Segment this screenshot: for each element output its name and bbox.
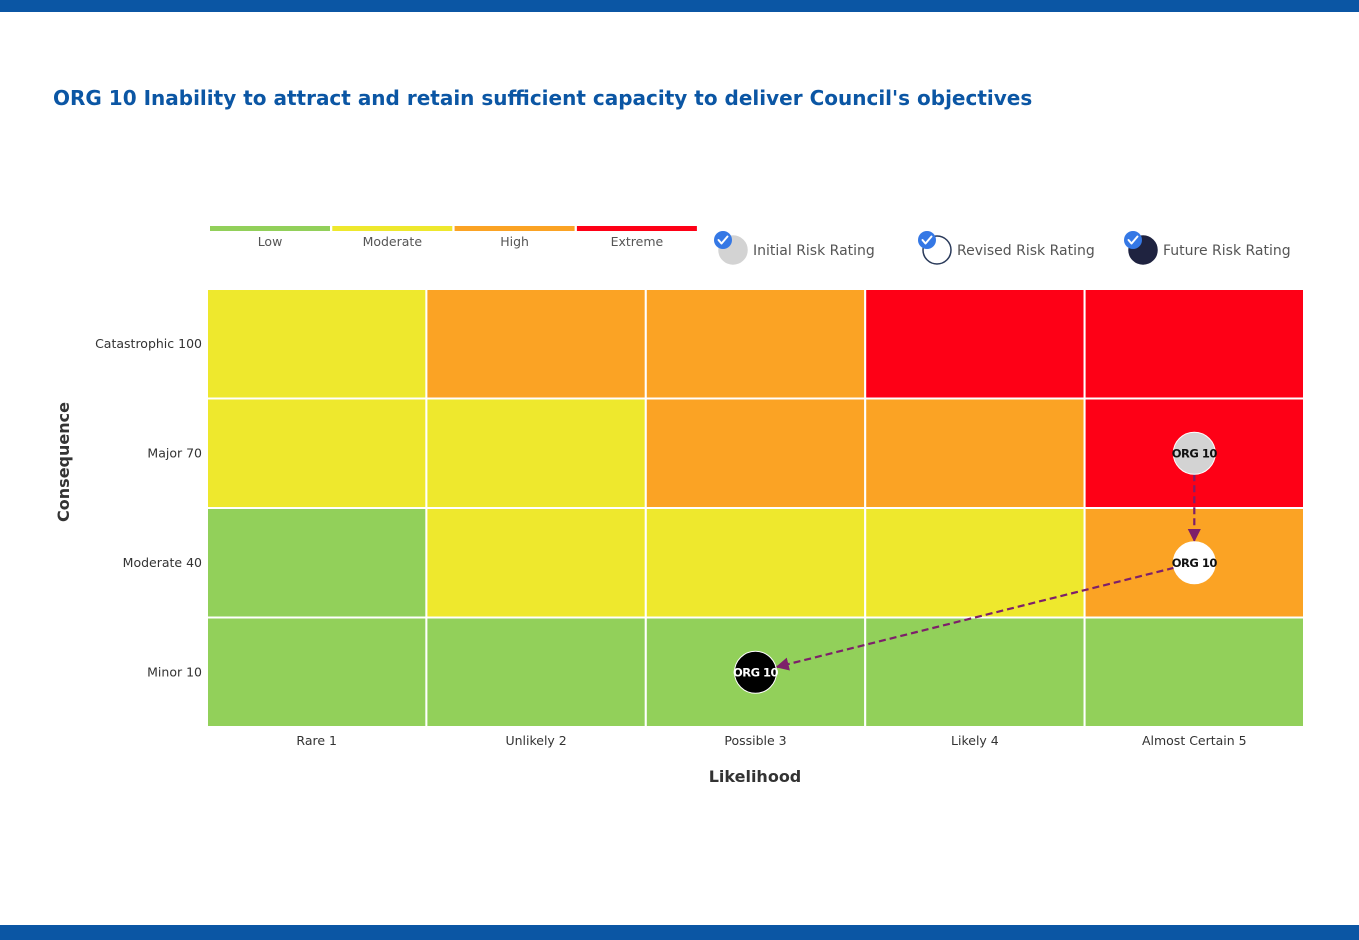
marker-label: ORG 10 (1172, 556, 1218, 570)
cell-rare-1-catastrophic-100 (206, 288, 428, 400)
cell-rare-1-minor-10 (206, 616, 428, 728)
cell-almost-certain-5-minor-10 (1083, 616, 1305, 728)
y-tick-label: Catastrophic 100 (95, 336, 202, 351)
cell-unlikely-2-major-70 (425, 397, 647, 509)
marker-circle (734, 650, 777, 694)
cell-unlikely-2-minor-10 (425, 616, 647, 728)
marker-label: ORG 10 (1172, 446, 1218, 460)
checkmark-icon (717, 235, 729, 245)
x-tick-label: Rare 1 (296, 733, 337, 748)
y-tick-label: Major 70 (147, 445, 202, 460)
marker-circle (1172, 431, 1216, 475)
cell-almost-certain-5-catastrophic-100 (1083, 288, 1305, 400)
x-tick-label: Possible 3 (724, 733, 786, 748)
marker-initial-risk-rating[interactable]: ORG 10 (1172, 431, 1218, 475)
checkbox-icon[interactable] (714, 231, 732, 249)
cell-likely-4-minor-10 (864, 616, 1086, 728)
x-tick-label: Unlikely 2 (505, 733, 566, 748)
x-tick-label: Almost Certain 5 (1142, 733, 1247, 748)
marker-label: ORG 10 (733, 665, 779, 679)
marker-revised-risk-rating[interactable]: ORG 10 (1172, 541, 1218, 585)
cell-rare-1-major-70 (206, 397, 428, 509)
cell-likely-4-major-70 (864, 397, 1086, 509)
legend-swatch-moderate (332, 226, 453, 231)
bottom-brand-bar (0, 925, 1359, 940)
cell-likely-4-catastrophic-100 (864, 288, 1086, 400)
y-axis-title: Consequence (54, 402, 73, 522)
legend-label-low: Low (258, 234, 283, 249)
cell-possible-3-major-70 (644, 397, 867, 509)
legend-label-moderate: Moderate (363, 234, 423, 249)
legend-label-initial-risk-rating: Initial Risk Rating (753, 243, 875, 259)
marker-circle (1172, 541, 1216, 585)
legend-item-revised-risk-rating[interactable]: Revised Risk Rating (918, 231, 1095, 265)
legend-label-revised-risk-rating: Revised Risk Rating (957, 243, 1095, 259)
x-tick-label: Likely 4 (951, 733, 999, 748)
cell-possible-3-moderate-40 (644, 507, 867, 619)
legend-label-extreme: Extreme (611, 234, 664, 249)
legend-swatch-extreme (576, 226, 697, 231)
cell-unlikely-2-moderate-40 (425, 507, 647, 619)
legend-label-high: High (500, 234, 529, 249)
legend-swatch-high (454, 226, 575, 231)
cell-unlikely-2-catastrophic-100 (425, 288, 647, 400)
checkmark-icon (921, 235, 933, 245)
top-brand-bar (0, 0, 1359, 12)
y-tick-label: Moderate 40 (123, 555, 202, 570)
cell-possible-3-catastrophic-100 (644, 288, 867, 400)
y-tick-label: Minor 10 (147, 664, 202, 679)
marker-future-risk-rating[interactable]: ORG 10 (733, 650, 779, 694)
legend-label-future-risk-rating: Future Risk Rating (1163, 243, 1291, 259)
cell-likely-4-moderate-40 (864, 507, 1086, 619)
legend-item-initial-risk-rating[interactable]: Initial Risk Rating (714, 231, 875, 265)
arrow-revised-risk-rating-to-future-risk-rating (775, 566, 1175, 671)
legend-swatch-low (210, 226, 330, 231)
checkbox-icon[interactable] (918, 231, 936, 249)
x-axis-title: Likelihood (709, 767, 802, 786)
checkbox-icon[interactable] (1124, 231, 1142, 249)
page-title: ORG 10 Inability to attract and retain s… (53, 86, 1033, 110)
legend-item-future-risk-rating[interactable]: Future Risk Rating (1124, 231, 1291, 265)
cell-rare-1-moderate-40 (206, 507, 428, 619)
checkmark-icon (1127, 235, 1139, 245)
